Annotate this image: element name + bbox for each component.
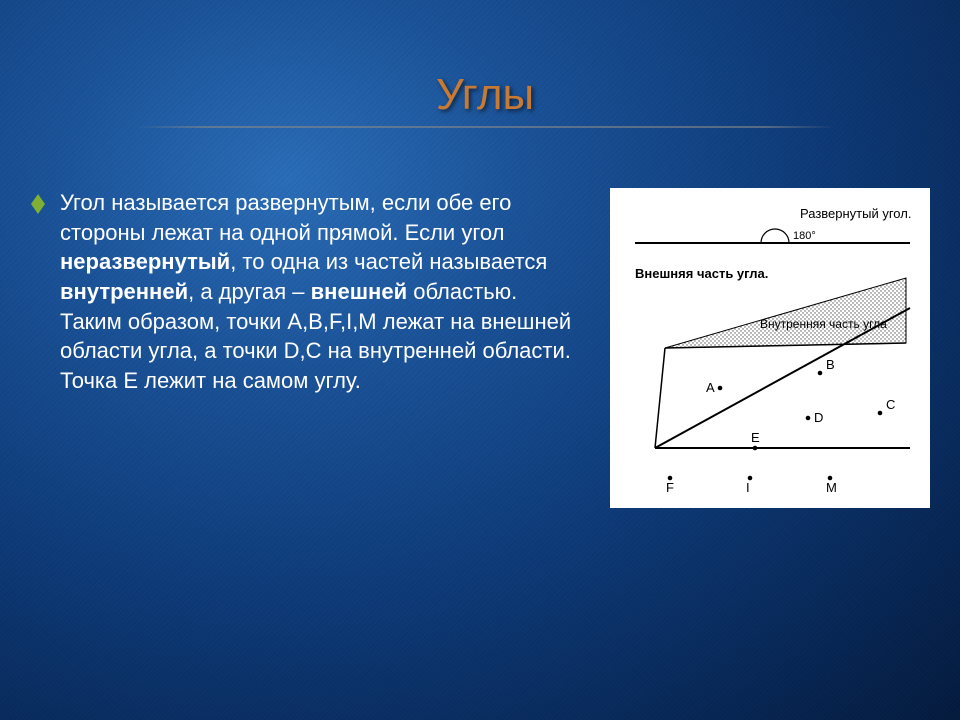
diagram-svg: Развернутый угол. 180° Внешняя часть угла.… [610,188,930,508]
body-paragraph: Угол называется развернутым, если обе ег… [60,188,580,396]
diagram-column: Развернутый угол. 180° Внешняя часть угла.… [610,188,930,508]
bullet-icon [31,194,45,214]
svg-text:C: C [886,397,895,412]
svg-text:Развернутый угол.: Развернутый угол. [800,206,911,221]
svg-text:B: B [826,357,835,372]
svg-text:180°: 180° [793,230,816,242]
svg-text:I: I [746,480,750,495]
text-run: , а другая – [188,279,311,304]
title-block: Углы [60,40,910,128]
text-run: Угол называется развернутым, если обе ег… [60,190,511,245]
svg-text:D: D [814,410,823,425]
svg-text:E: E [751,430,760,445]
svg-text:Внешняя часть угла.: Внешняя часть угла. [635,266,768,281]
slide-title: Углы [60,70,910,120]
svg-text:M: M [826,480,837,495]
bold-term: неразвернутый [60,249,230,274]
svg-text:A: A [706,380,715,395]
slide: Углы Угол называется развернутым, если о… [0,0,960,720]
geometry-diagram: Развернутый угол. 180° Внешняя часть угла.… [610,188,930,508]
title-underline [135,126,835,128]
bold-term: внутренней [60,279,188,304]
bold-term: внешней [311,279,407,304]
text-run: , то одна из частей называется [230,249,547,274]
text-column: Угол называется развернутым, если обе ег… [60,188,580,396]
svg-text:F: F [666,480,674,495]
content-row: Угол называется развернутым, если обе ег… [60,188,910,508]
svg-text:Внутренняя часть угла: Внутренняя часть угла [760,317,887,331]
